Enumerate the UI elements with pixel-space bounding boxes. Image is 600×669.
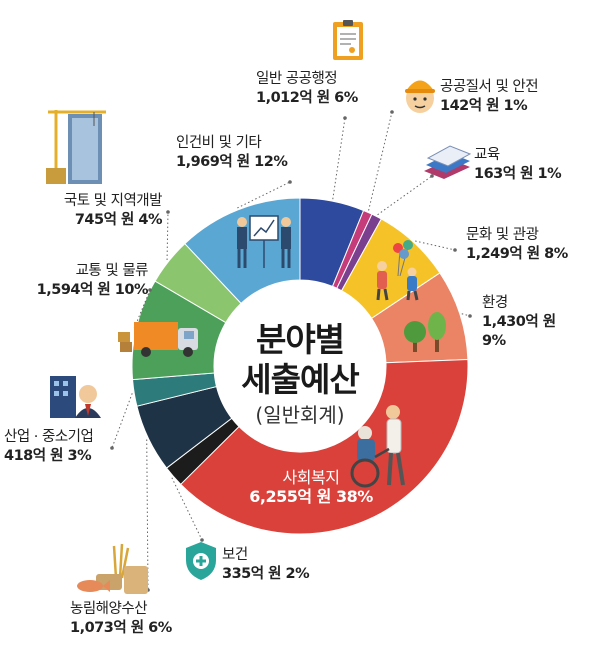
leader-line bbox=[146, 439, 149, 591]
family-balloons-icon bbox=[376, 240, 419, 301]
label-industry-sme: 산업 · 중소기업 418억 원 3% bbox=[4, 428, 94, 466]
label-education: 교육 163억 원 1% bbox=[474, 146, 562, 184]
label-value: 745억 원 4% bbox=[74, 212, 163, 228]
center-title-line3: (일반회계) bbox=[255, 403, 345, 427]
label-name: 사회복지 bbox=[282, 468, 340, 487]
document-icon bbox=[333, 20, 363, 60]
leader-dot bbox=[430, 174, 434, 178]
leader-line bbox=[166, 211, 169, 261]
label-name: 인건비 및 기타 bbox=[176, 135, 262, 151]
label-name: 문화 및 관광 bbox=[466, 227, 539, 243]
leader-line bbox=[461, 313, 471, 317]
agriculture-fish-icon bbox=[77, 543, 148, 594]
label-name: 농림해양수산 bbox=[70, 601, 148, 617]
label-name: 보건 bbox=[222, 547, 248, 563]
label-name: 산업 · 중소기업 bbox=[4, 429, 94, 445]
leader-dot bbox=[468, 314, 472, 318]
donut-hole bbox=[214, 280, 386, 452]
label-value: 1,073억 원 6% bbox=[70, 620, 172, 636]
leader-dot bbox=[166, 210, 170, 214]
leader-line bbox=[111, 393, 133, 449]
label-value: 1,012억 원 6% bbox=[256, 90, 358, 106]
leader-line bbox=[415, 240, 456, 251]
label-general-admin: 일반 공공행정 1,012억 원 6% bbox=[256, 70, 358, 108]
label-land-development: 국토 및 지역개발 745억 원 4% bbox=[4, 192, 163, 230]
label-public-safety: 공공질서 및 안전 142억 원 1% bbox=[440, 78, 539, 116]
center-title: 분야별 세출예산 (일반회계) bbox=[200, 320, 400, 430]
leader-dot bbox=[343, 116, 347, 120]
label-health: 보건 335억 원 2% bbox=[222, 546, 310, 584]
label-value: 142억 원 1% bbox=[440, 98, 528, 114]
truck-icon bbox=[118, 322, 198, 357]
leader-dot bbox=[453, 248, 457, 252]
label-social-welfare: 사회복지 6,255억 원 38% bbox=[236, 468, 386, 506]
label-name: 공공질서 및 안전 bbox=[440, 79, 539, 95]
center-title-line2: 세출예산 bbox=[241, 360, 359, 399]
leader-dot bbox=[390, 110, 394, 114]
leader-lines bbox=[110, 110, 472, 592]
leader-line bbox=[237, 181, 291, 209]
safety-worker-icon bbox=[405, 80, 435, 113]
pie-slices bbox=[131, 197, 469, 535]
industry-worker-icon bbox=[50, 376, 101, 418]
label-value: 418억 원 3% bbox=[4, 448, 92, 464]
label-value: 335억 원 2% bbox=[222, 566, 310, 582]
label-value: 1,969억 원 12% bbox=[176, 154, 288, 170]
label-value: 1,430억 원 9% bbox=[482, 314, 556, 349]
elderly-care-icon bbox=[350, 405, 405, 488]
leader-line bbox=[368, 111, 393, 211]
label-value: 1,594억 원 10% bbox=[36, 282, 149, 298]
label-value: 6,255억 원 38% bbox=[249, 487, 373, 506]
label-name: 환경 bbox=[482, 295, 508, 311]
leader-dot bbox=[110, 446, 114, 450]
center-title-line1: 분야별 bbox=[255, 320, 345, 359]
label-culture-tourism: 문화 및 관광 1,249억 원 8% bbox=[466, 226, 568, 264]
books-icon bbox=[424, 145, 472, 179]
construction-icon bbox=[46, 110, 106, 184]
label-name: 국토 및 지역개발 bbox=[63, 193, 163, 209]
leader-dot bbox=[288, 180, 292, 184]
leader-line bbox=[377, 175, 433, 216]
presentation-icon bbox=[237, 215, 291, 268]
leader-dot bbox=[200, 538, 204, 542]
leader-dot bbox=[148, 288, 152, 292]
label-personnel-other: 인건비 및 기타 1,969억 원 12% bbox=[176, 134, 288, 172]
label-value: 163억 원 1% bbox=[474, 166, 562, 182]
label-name: 교통 및 물류 bbox=[75, 263, 149, 279]
icons bbox=[46, 20, 472, 594]
label-agri-fisheries: 농림해양수산 1,073억 원 6% bbox=[70, 600, 172, 638]
label-environment: 환경 1,430억 원 9% bbox=[482, 294, 566, 351]
label-transport-logistics: 교통 및 물류 1,594억 원 10% bbox=[4, 262, 149, 300]
label-value: 1,249억 원 8% bbox=[466, 246, 568, 262]
trees-icon bbox=[404, 312, 446, 352]
leader-line bbox=[332, 117, 346, 200]
health-shield-icon bbox=[186, 542, 216, 580]
label-name: 교육 bbox=[474, 147, 500, 163]
leader-line bbox=[133, 289, 151, 329]
label-name: 일반 공공행정 bbox=[256, 71, 338, 87]
